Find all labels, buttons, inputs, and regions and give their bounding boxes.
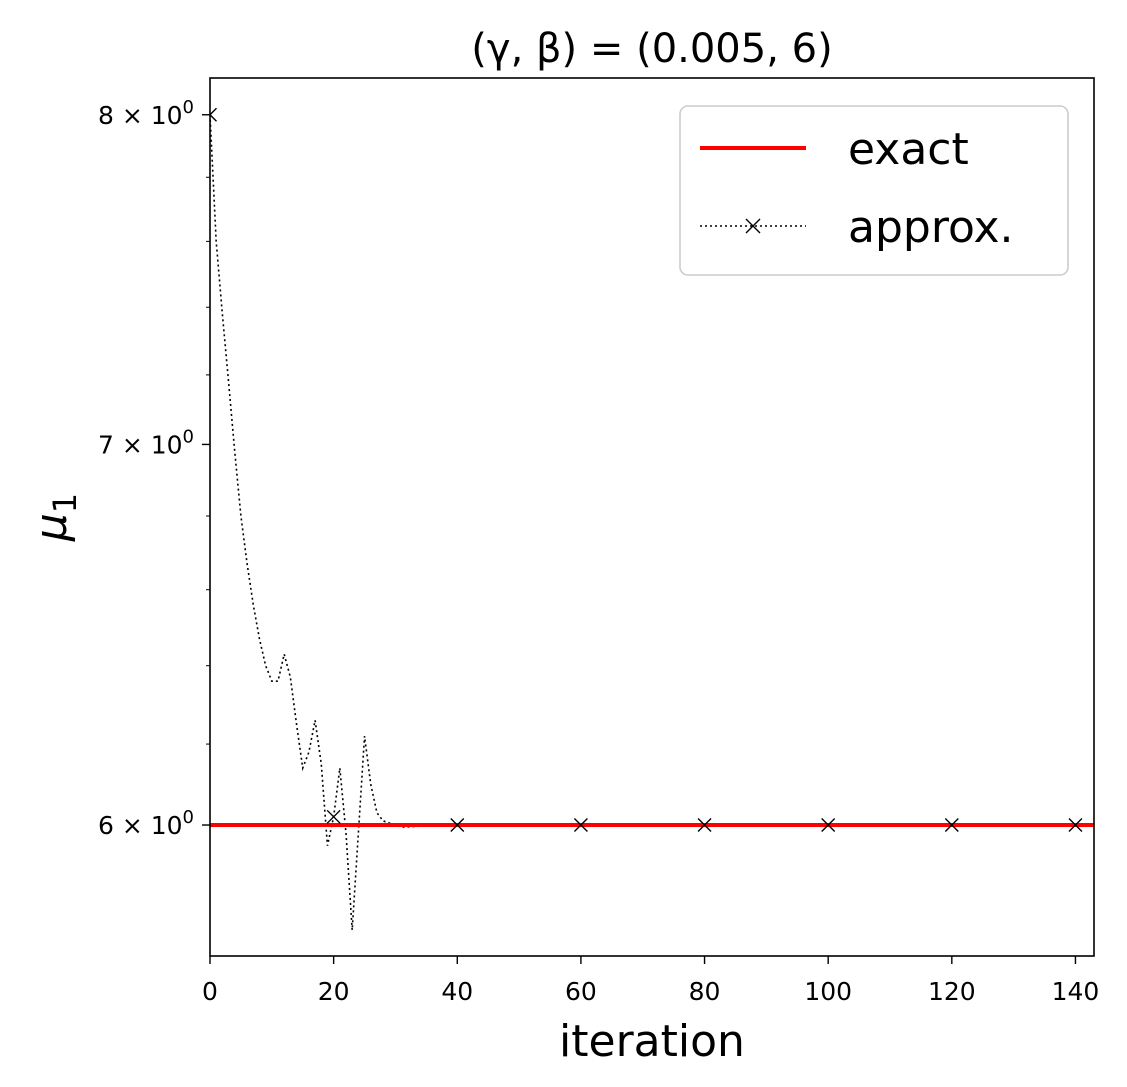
chart-title: (γ, β) = (0.005, 6) [471, 26, 832, 72]
approx-marker [573, 818, 588, 833]
legend-label-approx: approx. [848, 202, 1014, 253]
legend-label-exact: exact [848, 124, 969, 175]
x-tick-label: 0 [202, 977, 218, 1006]
legend-marker-approx [745, 218, 761, 234]
x-axis-label: iteration [559, 1016, 745, 1067]
approx-marker [450, 818, 465, 833]
approx-marker [1068, 818, 1083, 833]
x-tick-label: 80 [689, 977, 721, 1006]
legend: exact approx. [679, 105, 1069, 276]
plot-frame [209, 77, 1095, 957]
y-tick-label: 7 × 100 [98, 426, 194, 459]
x-axis: 0 20 40 60 80 100 120 140 [202, 956, 1099, 1006]
approx-marker [210, 107, 217, 122]
y-tick-label: 8 × 100 [98, 97, 194, 130]
x-tick-label: 40 [441, 977, 473, 1006]
series-layer [210, 107, 1094, 931]
y-tick-label: 6 × 100 [98, 807, 194, 840]
approx-marker [697, 818, 712, 833]
approx-marker [944, 818, 959, 833]
y-axis-label: μ1 [26, 493, 84, 542]
x-tick-label: 100 [804, 977, 852, 1006]
x-tick-label: 120 [928, 977, 976, 1006]
approx-marker [821, 818, 836, 833]
approx-marker [326, 809, 341, 824]
x-tick-label: 20 [318, 977, 350, 1006]
y-axis: 6 × 100 7 × 100 8 × 100 [98, 97, 210, 840]
x-tick-label: 60 [565, 977, 597, 1006]
x-tick-label: 140 [1052, 977, 1100, 1006]
